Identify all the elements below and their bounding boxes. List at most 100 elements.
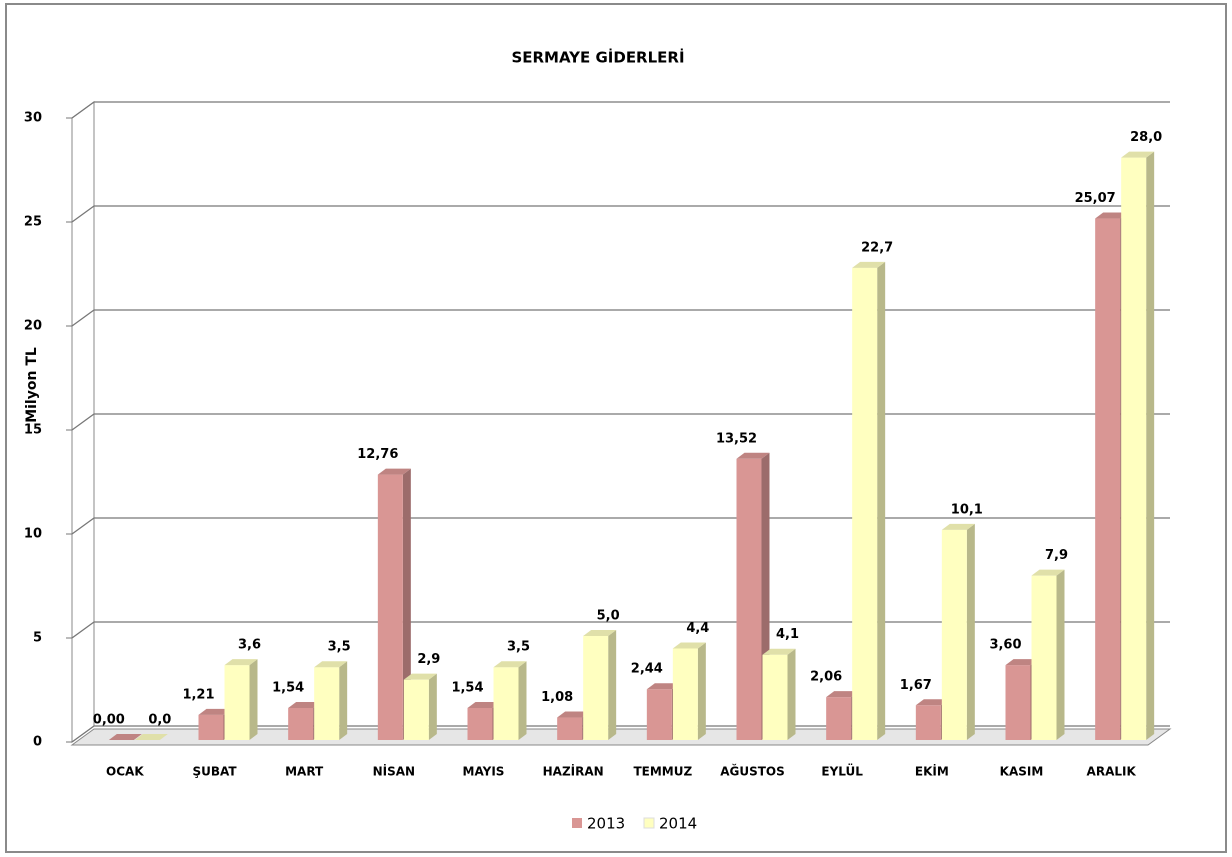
x-tick-label: TEMMUZ xyxy=(633,765,692,779)
bar-front xyxy=(198,714,224,740)
bar-front xyxy=(1031,575,1057,740)
bar xyxy=(941,523,975,740)
grid-line xyxy=(71,309,1170,327)
y-tick-label: 30 xyxy=(24,111,42,126)
bar-top xyxy=(646,683,680,690)
bar-front xyxy=(1005,665,1031,740)
bar-front xyxy=(1121,157,1147,741)
data-label: 0,00 xyxy=(93,713,125,728)
bar-front xyxy=(377,474,403,740)
bar-top xyxy=(583,630,617,636)
bar-top xyxy=(672,642,706,649)
bar-top xyxy=(288,701,322,708)
legend-label: 2013 xyxy=(587,815,625,833)
bar-front xyxy=(646,689,672,740)
bar-front xyxy=(493,667,519,740)
y-tick-label: 20 xyxy=(24,319,42,334)
data-label: 3,60 xyxy=(989,638,1021,653)
x-tick-label: MAYIS xyxy=(463,765,505,779)
bar-top xyxy=(403,673,437,680)
data-label: 25,07 xyxy=(1075,191,1116,206)
data-label: 3,5 xyxy=(328,640,351,655)
bar-side xyxy=(402,468,411,740)
y-tick-label: 25 xyxy=(24,215,42,230)
bar-side xyxy=(787,648,796,740)
bar-front xyxy=(403,679,429,740)
bar-front xyxy=(314,667,340,740)
bar-front xyxy=(467,707,493,740)
bar xyxy=(493,661,527,740)
bar-side xyxy=(966,523,975,740)
grid-line xyxy=(71,621,1170,639)
grid-line xyxy=(71,205,1170,223)
bar-top xyxy=(852,261,886,268)
bar-top xyxy=(1005,659,1039,666)
x-tick-label: NİSAN xyxy=(373,764,415,779)
bar-front xyxy=(1095,218,1121,740)
y-tick-label: 0 xyxy=(33,735,42,750)
x-tick-label: ARALIK xyxy=(1087,765,1137,779)
data-label: 12,76 xyxy=(357,447,398,462)
y-tick-label: 10 xyxy=(24,527,42,542)
data-label: 5,0 xyxy=(597,609,620,624)
bar-front xyxy=(852,267,878,740)
bar-side xyxy=(518,661,527,740)
data-label: 2,06 xyxy=(810,670,842,685)
bar-front xyxy=(557,717,583,740)
bar-top xyxy=(736,452,770,459)
bar xyxy=(736,452,770,740)
bar-side xyxy=(608,630,617,740)
data-label: 3,5 xyxy=(507,640,530,655)
x-tick-label: OCAK xyxy=(106,765,144,779)
legend-label: 2014 xyxy=(659,815,697,833)
bar-front xyxy=(826,697,852,740)
bar-side xyxy=(428,673,437,740)
grid-line xyxy=(71,413,1170,431)
x-tick-label: HAZİRAN xyxy=(543,764,604,779)
bar-top xyxy=(826,691,860,698)
data-label: 1,21 xyxy=(182,687,214,702)
bar-side xyxy=(1146,151,1155,741)
data-label: 3,6 xyxy=(238,638,261,653)
bar-front xyxy=(762,654,788,740)
bar-top xyxy=(1095,212,1129,219)
bar-front xyxy=(224,665,250,740)
bar-top xyxy=(762,648,796,655)
bar xyxy=(1121,151,1155,741)
bar-side xyxy=(877,261,886,740)
y-axis-label: Milyon TL xyxy=(24,347,40,423)
bar-side xyxy=(697,642,706,740)
data-label: 4,1 xyxy=(776,627,799,642)
data-label: 22,7 xyxy=(861,240,893,255)
data-label: 1,67 xyxy=(900,678,932,693)
bar xyxy=(108,734,142,740)
data-label: 7,9 xyxy=(1045,548,1068,563)
bar-top xyxy=(915,699,949,706)
x-tick-label: KASIM xyxy=(1000,765,1044,779)
chart-title: SERMAYE GİDERLERİ xyxy=(511,48,684,67)
bar xyxy=(403,673,437,740)
bar-side xyxy=(339,661,348,740)
bar-top xyxy=(377,468,411,475)
bar-top xyxy=(493,661,527,668)
bar-front xyxy=(583,636,609,740)
data-label: 2,9 xyxy=(417,652,440,667)
bar xyxy=(583,630,617,740)
x-tick-label: EYLÜL xyxy=(821,764,863,779)
bar-top xyxy=(224,659,258,666)
x-tick-label: EKİM xyxy=(915,764,949,779)
bar xyxy=(224,659,258,740)
x-tick-label: AĞUSTOS xyxy=(720,764,785,779)
legend-swatch xyxy=(643,817,655,829)
bar xyxy=(672,642,706,740)
x-tick-label: MART xyxy=(285,765,324,779)
data-label: 4,4 xyxy=(686,621,709,636)
grid-line xyxy=(71,517,1170,535)
bar-side xyxy=(1056,569,1065,740)
bar xyxy=(134,734,168,740)
x-tick-label: ŞUBAT xyxy=(192,765,237,779)
grid-line xyxy=(71,725,1170,743)
data-label: 1,54 xyxy=(272,680,304,695)
data-label: 13,52 xyxy=(716,431,757,446)
